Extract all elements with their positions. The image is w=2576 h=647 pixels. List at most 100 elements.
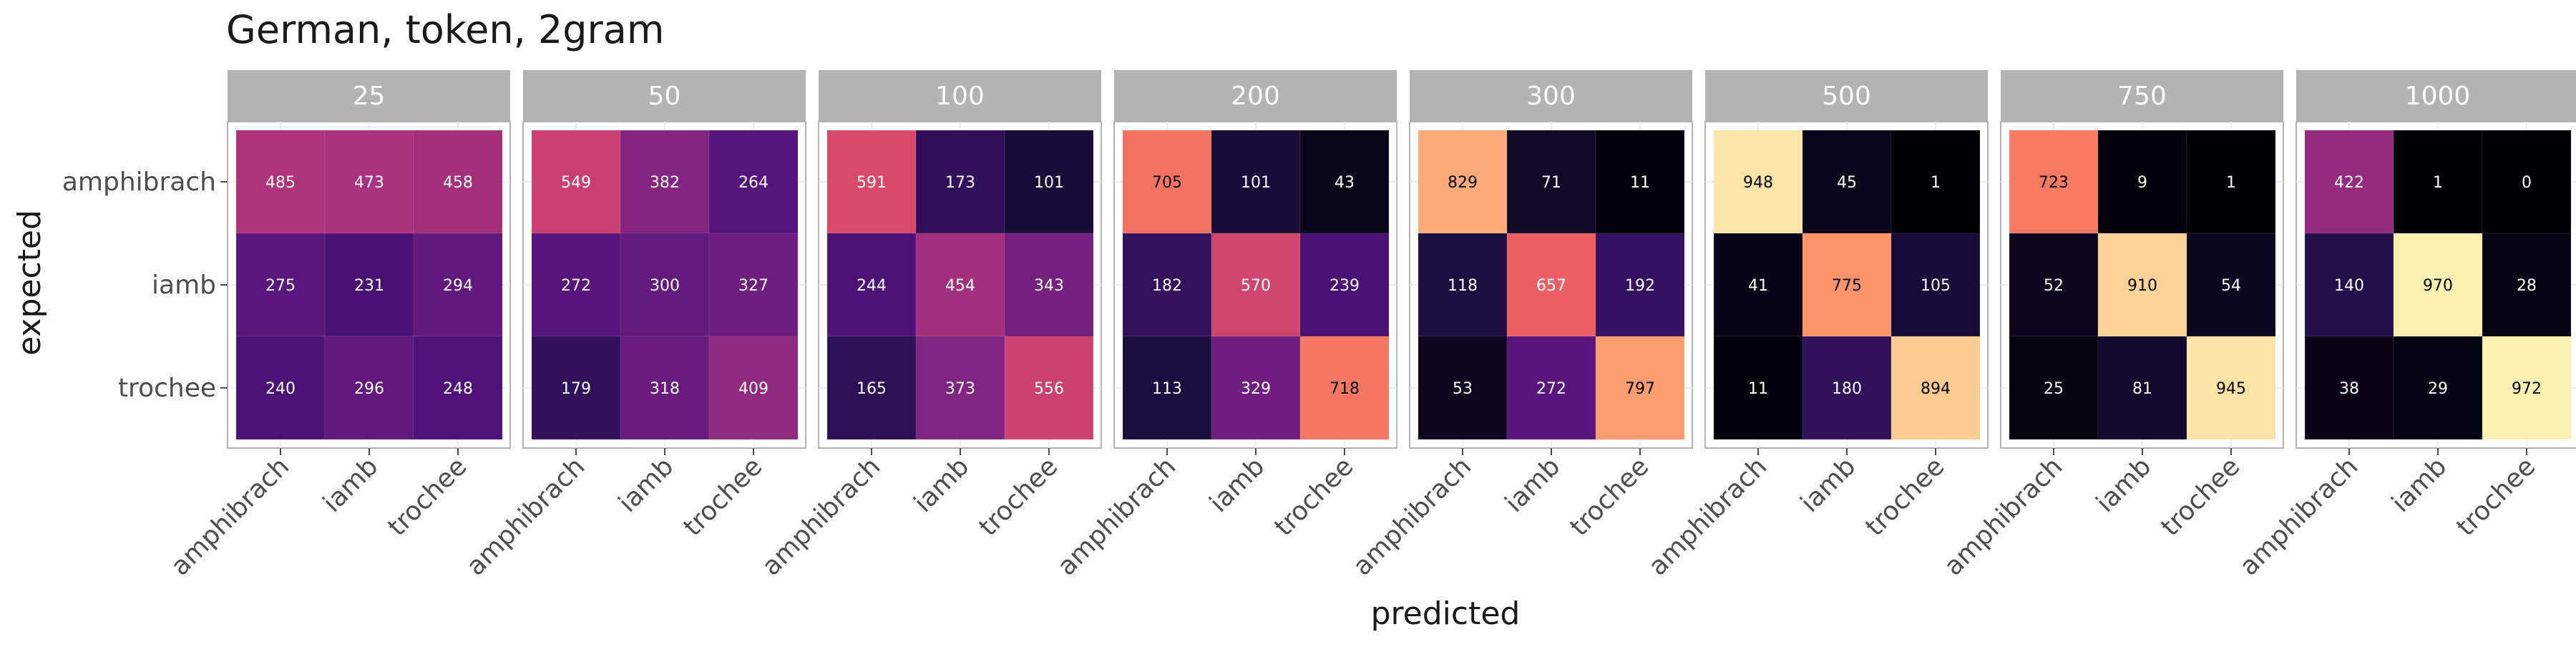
cell-value-label: 591 xyxy=(857,174,887,192)
cell-value-label: 165 xyxy=(857,380,887,398)
x-tick-label: trochee xyxy=(678,452,768,542)
cell-value-label: 25 xyxy=(2044,380,2064,398)
heatmap-cell xyxy=(2393,130,2483,234)
cell-value-label: 948 xyxy=(1743,174,1773,192)
heatmap-cell xyxy=(413,336,503,440)
cell-value-label: 570 xyxy=(1241,277,1271,295)
heatmap-cell xyxy=(620,233,710,337)
y-tick-label: trochee xyxy=(118,374,216,403)
heatmap-cell xyxy=(1004,233,1094,337)
heatmap-cell xyxy=(826,336,917,440)
facet-strip xyxy=(228,70,510,122)
heatmap-cell xyxy=(915,336,1005,440)
cell-value-label: 231 xyxy=(354,277,384,295)
facet-strip xyxy=(523,70,806,122)
cell-value-label: 300 xyxy=(650,277,680,295)
y-axis: amphibrach iamb trochee xyxy=(62,167,228,403)
facet-panel: 500 948 45 1 41 775 105 11 180 894 amphibrach iambt… xyxy=(1643,70,1989,581)
cell-value-label: 113 xyxy=(1152,380,1182,398)
heatmap-cell xyxy=(1506,130,1596,234)
heatmap-cell xyxy=(1299,336,1390,440)
cell-value-label: 248 xyxy=(443,380,473,398)
heatmap-cell xyxy=(1122,336,1212,440)
facet-label: 1000 xyxy=(2405,82,2471,111)
x-tick-label: iamb xyxy=(1500,452,1566,518)
facet-panel: 50 549 382 264 272 300 327 179 318 409 amphibrach i… xyxy=(461,70,806,581)
heatmap-cell xyxy=(2186,233,2276,337)
heatmap-cell xyxy=(1802,336,1892,440)
cell-value-label: 11 xyxy=(1630,174,1650,192)
heatmap-cell xyxy=(531,336,621,440)
x-axis-title: predicted xyxy=(1371,595,1521,632)
heatmap-cell xyxy=(2304,336,2394,440)
cell-value-label: 53 xyxy=(1453,380,1473,398)
heatmap-cell xyxy=(1802,233,1892,337)
x-tick-label: trochee xyxy=(382,452,472,542)
x-tick-label: iamb xyxy=(2091,452,2157,518)
cell-value-label: 275 xyxy=(265,277,296,295)
heatmap-cell xyxy=(915,233,1005,337)
x-tick-label: amphibrach xyxy=(1643,452,1772,581)
cell-value-label: 9 xyxy=(2137,174,2147,192)
heatmap-cell xyxy=(1890,130,1981,234)
heatmap-cell xyxy=(2393,233,2483,337)
cell-value-label: 775 xyxy=(1832,277,1862,295)
heatmap-cell xyxy=(324,233,414,337)
x-tick-label: trochee xyxy=(2451,452,2541,542)
x-tick-label: iamb xyxy=(613,452,680,518)
cell-value-label: 118 xyxy=(1448,277,1478,295)
heatmap-cell xyxy=(531,233,621,337)
facet-label: 50 xyxy=(648,82,681,111)
heatmap-cell xyxy=(1595,233,1685,337)
cell-value-label: 1 xyxy=(1931,174,1941,192)
cell-value-label: 244 xyxy=(857,277,887,295)
x-tick-label: amphibrach xyxy=(756,452,886,581)
cell-value-label: 101 xyxy=(1034,174,1064,192)
heatmap-cell xyxy=(2009,336,2099,440)
chart-title: German, token, 2gram xyxy=(226,7,664,52)
cell-value-label: 422 xyxy=(2334,174,2364,192)
cell-value-label: 45 xyxy=(1837,174,1857,192)
cell-value-label: 182 xyxy=(1152,277,1182,295)
cell-value-label: 71 xyxy=(1541,174,1561,192)
x-tick-label: amphibrach xyxy=(1052,452,1181,581)
x-tick-label: trochee xyxy=(1564,452,1654,542)
heatmap-cell xyxy=(708,130,799,234)
cell-value-label: 28 xyxy=(2517,277,2537,295)
heatmap-cell xyxy=(1418,130,1508,234)
heatmap-cell xyxy=(413,233,503,337)
heatmap-cell xyxy=(2482,336,2572,440)
heatmap-cell xyxy=(2097,130,2187,234)
cell-value-label: 485 xyxy=(265,174,296,192)
cell-value-label: 409 xyxy=(738,380,769,398)
x-tick-label: trochee xyxy=(1860,452,1950,542)
heatmap-cell xyxy=(235,336,326,440)
cell-value-label: 318 xyxy=(650,380,680,398)
heatmap-cell xyxy=(2009,233,2099,337)
heatmap-cell xyxy=(1595,336,1685,440)
facet-panel: 1000 422 1 0 140 970 28 38 29 972 amphibrach iambtr… xyxy=(2234,70,2576,581)
x-tick-label: trochee xyxy=(2155,452,2245,542)
heatmap-cell xyxy=(1299,130,1390,234)
cell-value-label: 718 xyxy=(1330,380,1360,398)
cell-value-label: 105 xyxy=(1921,277,1951,295)
cell-value-label: 343 xyxy=(1034,277,1064,295)
cell-value-label: 373 xyxy=(945,380,975,398)
cell-value-label: 180 xyxy=(1832,380,1862,398)
cell-value-label: 556 xyxy=(1034,380,1064,398)
heatmap-cell xyxy=(1122,130,1212,234)
facet-label: 25 xyxy=(353,82,386,111)
heatmap-cell xyxy=(1595,130,1685,234)
x-tick-label: amphibrach xyxy=(1347,452,1477,581)
heatmap-cell xyxy=(708,336,799,440)
x-tick-label: amphibrach xyxy=(165,452,295,581)
cell-value-label: 657 xyxy=(1536,277,1566,295)
heatmap-cell xyxy=(1299,233,1390,337)
facet-strip xyxy=(2296,70,2576,122)
cell-value-label: 41 xyxy=(1748,277,1768,295)
facet-strip xyxy=(1114,70,1397,122)
cell-value-label: 329 xyxy=(1241,380,1271,398)
cell-value-label: 382 xyxy=(650,174,680,192)
cell-value-label: 1 xyxy=(2226,174,2236,192)
